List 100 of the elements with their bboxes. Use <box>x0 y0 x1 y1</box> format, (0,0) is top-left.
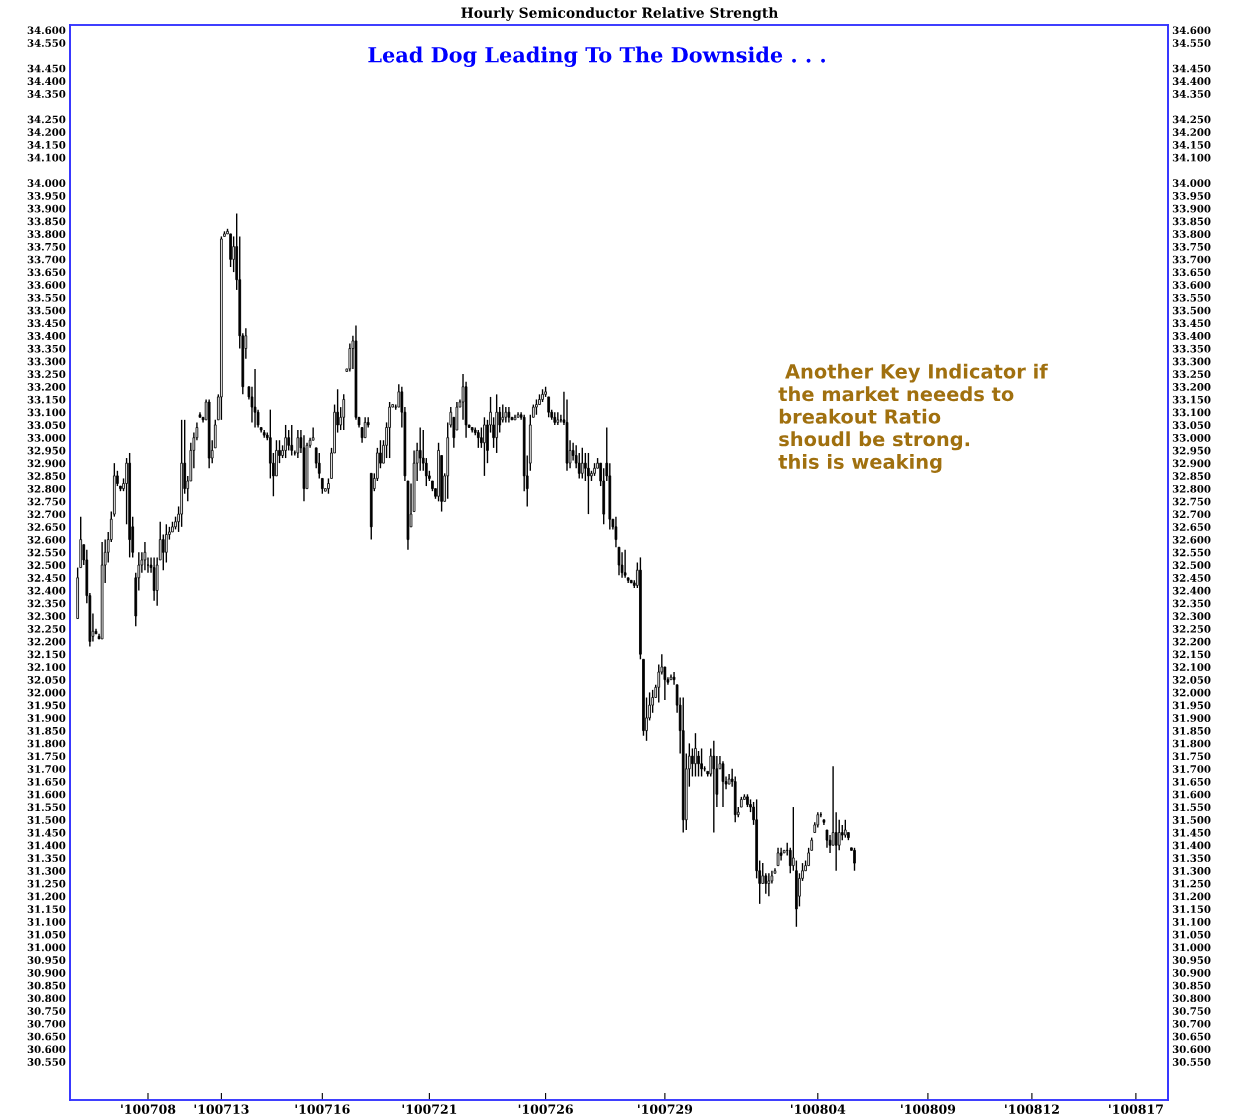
y2-tick-label: 30.850 <box>1172 981 1211 990</box>
y2-tick-label: 34.450 <box>1172 64 1211 73</box>
y2-tick-label: 32.400 <box>1172 586 1211 595</box>
y2-tick-label: 33.150 <box>1172 395 1211 404</box>
candlestick <box>761 862 765 885</box>
y-tick-label: 32.500 <box>27 561 66 570</box>
y2-tick-label: 31.450 <box>1172 828 1211 837</box>
candlestick <box>580 447 584 480</box>
y-tick-label: 33.050 <box>27 421 66 429</box>
y-tick-label: 32.000 <box>27 688 66 697</box>
candlestick <box>721 760 725 808</box>
y2-tick-label: 33.450 <box>1172 319 1211 328</box>
y-tick-label: 32.300 <box>27 612 66 620</box>
x-tick-label: '100713 <box>194 1104 249 1114</box>
x-tick-label: '100809 <box>901 1104 956 1114</box>
y2-tick-label: 32.500 <box>1172 561 1211 570</box>
candlestick <box>639 556 642 660</box>
y2-tick-label: 30.800 <box>1172 994 1211 1003</box>
y-tick-label: 34.450 <box>27 64 66 73</box>
candlestick <box>320 477 324 495</box>
y-tick-label: 32.700 <box>27 510 66 519</box>
y2-tick-label: 34.000 <box>1172 179 1211 187</box>
candlestick <box>620 551 624 579</box>
candlestick <box>593 462 596 477</box>
candlestick <box>700 747 703 778</box>
y-tick-label: 31.650 <box>27 777 66 786</box>
y2-tick-label: 33.000 <box>1172 434 1211 442</box>
y-tick-label: 31.150 <box>27 905 66 913</box>
candlestick <box>143 541 147 571</box>
x-tick-label: '100729 <box>638 1104 693 1114</box>
candlestick <box>437 442 440 503</box>
y2-tick-label: 31.850 <box>1172 726 1211 735</box>
y-tick-label: 34.400 <box>27 77 66 86</box>
candlestick <box>712 740 716 834</box>
y2-tick-label: 33.350 <box>1172 344 1211 353</box>
y-tick-label: 32.050 <box>27 676 66 684</box>
candlestick <box>229 233 232 268</box>
y2-tick-label: 33.600 <box>1172 281 1211 289</box>
y-tick-label: 30.750 <box>27 1007 66 1015</box>
y-tick-label: 31.300 <box>27 867 66 875</box>
candlestick <box>498 406 502 434</box>
y2-tick-label: 33.800 <box>1172 230 1211 238</box>
candlestick <box>483 416 486 477</box>
y-tick-label: 31.250 <box>27 879 66 888</box>
candlestick <box>152 556 156 602</box>
y2-tick-label: 31.200 <box>1172 892 1211 901</box>
y-tick-label: 33.800 <box>27 230 66 238</box>
y2-tick-label: 33.550 <box>1172 293 1211 302</box>
y-tick-label: 33.150 <box>27 395 66 404</box>
candlestick <box>128 452 131 559</box>
text: Lead Dog Leading To The Downside . . . <box>368 46 825 67</box>
y-tick-label: 31.350 <box>27 854 66 862</box>
y2-tick-label: 32.950 <box>1172 446 1211 455</box>
y-tick-label: 32.850 <box>27 472 66 480</box>
y-tick-label: 32.800 <box>27 484 66 493</box>
y2-tick-label: 32.150 <box>1172 650 1211 659</box>
x-tick-label: '100817 <box>1109 1104 1163 1114</box>
y-tick-label: 31.500 <box>27 816 66 824</box>
y-tick-label: 31.050 <box>27 930 66 939</box>
y2-tick-label: 32.600 <box>1172 535 1211 544</box>
y2-tick-label: 32.750 <box>1172 497 1211 506</box>
y-tick-label: 32.400 <box>27 586 66 595</box>
candlestick <box>691 747 694 778</box>
y-tick-label: 34.350 <box>27 90 66 98</box>
y2-tick-label: 31.250 <box>1172 879 1211 888</box>
y-tick-label: 30.900 <box>27 968 66 977</box>
y2-tick-label: 34.100 <box>1172 153 1211 162</box>
candlestick <box>342 393 346 431</box>
y2-tick-label: 34.200 <box>1172 128 1211 136</box>
candlestick <box>623 549 627 579</box>
candlestick <box>220 235 223 421</box>
y-tick-label: 30.600 <box>27 1045 66 1054</box>
y-tick-label: 33.200 <box>27 383 66 391</box>
candlestick <box>694 732 697 778</box>
annotation: Another Key Indicator if the market neeeds to breakout Ratio shoudl be strong. this is weaking <box>778 363 1048 473</box>
y2-tick-label: 34.350 <box>1172 90 1211 98</box>
y2-tick-label: 33.700 <box>1172 255 1211 264</box>
y2-tick-label: 31.300 <box>1172 867 1211 875</box>
y-tick-label: 33.950 <box>27 192 66 200</box>
y-tick-label: 34.600 <box>27 26 66 35</box>
y2-tick-label: 30.900 <box>1172 968 1211 977</box>
y2-tick-label: 32.900 <box>1172 459 1211 468</box>
y-tick-label: 33.350 <box>27 344 66 353</box>
y2-tick-label: 31.700 <box>1172 765 1211 773</box>
y2-tick-label: 31.050 <box>1172 930 1211 939</box>
y2-tick-label: 31.800 <box>1172 739 1211 748</box>
y2-tick-label: 34.550 <box>1172 39 1211 47</box>
candlestick <box>180 419 183 528</box>
y-tick-label: 34.550 <box>27 39 66 47</box>
y-tick-label: 34.200 <box>27 128 66 136</box>
y-tick-label: 32.650 <box>27 523 66 531</box>
y2-tick-label: 32.350 <box>1172 599 1211 608</box>
y-tick-label: 32.950 <box>27 446 66 455</box>
candlestick <box>480 426 483 449</box>
y-tick-label: 31.950 <box>27 701 66 710</box>
y-tick-label: 31.200 <box>27 892 66 901</box>
y-tick-label: 33.900 <box>27 204 66 213</box>
y2-tick-label: 33.100 <box>1172 408 1211 417</box>
x-tick-label: '100708 <box>121 1104 176 1114</box>
y2-tick-label: 32.100 <box>1172 663 1211 671</box>
